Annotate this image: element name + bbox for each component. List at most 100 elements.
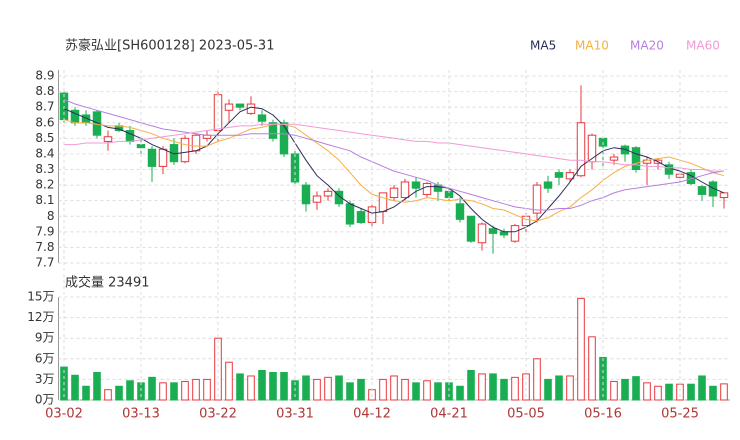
- volume-bar: [577, 297, 585, 401]
- y-tick-label: 0万: [35, 393, 55, 407]
- volume-bar: [214, 337, 222, 401]
- y-tick-label: 8.6: [35, 115, 54, 129]
- volume-bar: [93, 372, 101, 401]
- candle-body: [378, 192, 388, 213]
- candle-body: [697, 186, 707, 195]
- x-tick-label: 04-21: [430, 407, 468, 422]
- y-tick-label: 8.5: [35, 131, 54, 145]
- chart-title: 苏豪弘业[SH600128] 2023-05-31: [65, 38, 274, 54]
- volume-bar: [357, 378, 365, 401]
- volume-bar: [621, 378, 629, 401]
- volume-bar: [412, 382, 420, 401]
- candle-body: [191, 134, 201, 152]
- y-tick-label: 12万: [27, 310, 54, 324]
- x-tick-label: 03-22: [199, 407, 237, 422]
- y-tick-label: 7.8: [35, 240, 54, 254]
- candle-body: [631, 147, 641, 170]
- ma-line: [63, 119, 725, 222]
- candle-body: [532, 184, 542, 214]
- volume-bar: [588, 336, 596, 401]
- volume-bar: [181, 380, 189, 401]
- x-tick-label: 04-12: [353, 407, 391, 422]
- candle-body: [620, 145, 630, 155]
- volume-bar: [104, 389, 112, 401]
- volume-bar: [555, 375, 563, 401]
- volume-bar: [456, 385, 464, 401]
- volume-bar: [236, 373, 244, 401]
- volume-bar: [720, 383, 728, 401]
- candle-body: [466, 215, 476, 242]
- candle-body: [510, 225, 520, 242]
- volume-bar: [258, 369, 266, 401]
- volume-bar: [467, 369, 475, 401]
- candle-body: [224, 103, 234, 111]
- volume-bar: [478, 373, 486, 401]
- candle-body: [334, 190, 344, 205]
- volume-bar: [434, 382, 442, 401]
- candle-body: [499, 231, 509, 236]
- y-tick-label: 15万: [27, 290, 54, 304]
- candle-body: [103, 136, 113, 142]
- volume-bar: [225, 361, 233, 401]
- volume-bar: [126, 380, 134, 401]
- volume-bar: [335, 375, 343, 401]
- volume-bar: [346, 382, 354, 401]
- candle-body: [488, 228, 498, 234]
- candle-body: [411, 181, 421, 189]
- x-tick-label: 05-25: [661, 407, 699, 422]
- volume-bar: [676, 383, 684, 401]
- volume-bar: [247, 375, 255, 401]
- volume-bar: [82, 385, 90, 401]
- candle-body: [554, 172, 564, 178]
- candle-body: [301, 184, 311, 205]
- candle-body: [147, 148, 157, 167]
- y-tick-label: 7.9: [35, 224, 54, 238]
- x-tick-label: 05-05: [507, 407, 545, 422]
- y-tick-label: 8.3: [35, 162, 54, 176]
- candle-body: [609, 156, 619, 161]
- volume-bar: [379, 378, 387, 401]
- candle-body: [543, 181, 553, 189]
- x-tick-label: 03-13: [122, 407, 160, 422]
- legend-label: MA10: [575, 39, 609, 53]
- volume-bar: [302, 375, 310, 401]
- volume-bar: [445, 382, 453, 401]
- volume-bar: [401, 378, 409, 401]
- candle-body: [422, 183, 432, 195]
- candle-body: [719, 192, 729, 199]
- candle-body: [180, 137, 190, 163]
- ma-line: [63, 98, 725, 211]
- volume-bar: [390, 375, 398, 401]
- volume-bar: [544, 378, 552, 401]
- volume-bar: [665, 383, 673, 401]
- candle-body: [312, 195, 322, 203]
- ma-line: [63, 106, 725, 233]
- candle-body: [158, 148, 168, 167]
- volume-bar: [423, 380, 431, 401]
- volume-bar: [643, 382, 651, 401]
- candle-body: [235, 103, 245, 108]
- volume-bar: [170, 382, 178, 401]
- candle-body: [389, 187, 399, 199]
- y-tick-label: 7.7: [35, 256, 54, 270]
- x-tick-label: 03-31: [276, 407, 314, 422]
- volume-bar: [71, 374, 79, 401]
- volume-bar: [269, 372, 277, 401]
- volume-bar: [709, 385, 717, 401]
- candle-body: [400, 181, 410, 199]
- volume-bar: [159, 382, 167, 401]
- candle-body: [257, 114, 267, 122]
- candle-body: [356, 211, 366, 223]
- volume-bar: [192, 378, 200, 401]
- volume-title: 成交量 23491: [65, 275, 150, 291]
- y-tick-label: 9万: [35, 331, 55, 345]
- y-tick-label: 3万: [35, 372, 55, 386]
- volume-bar: [566, 375, 574, 401]
- candle-body: [268, 122, 278, 139]
- y-tick-label: 8.1: [35, 193, 54, 207]
- volume-bar: [522, 373, 530, 401]
- volume-bar: [280, 372, 288, 401]
- candle-body: [708, 181, 718, 197]
- volume-bar: [313, 378, 321, 401]
- x-tick-label: 05-16: [584, 407, 622, 422]
